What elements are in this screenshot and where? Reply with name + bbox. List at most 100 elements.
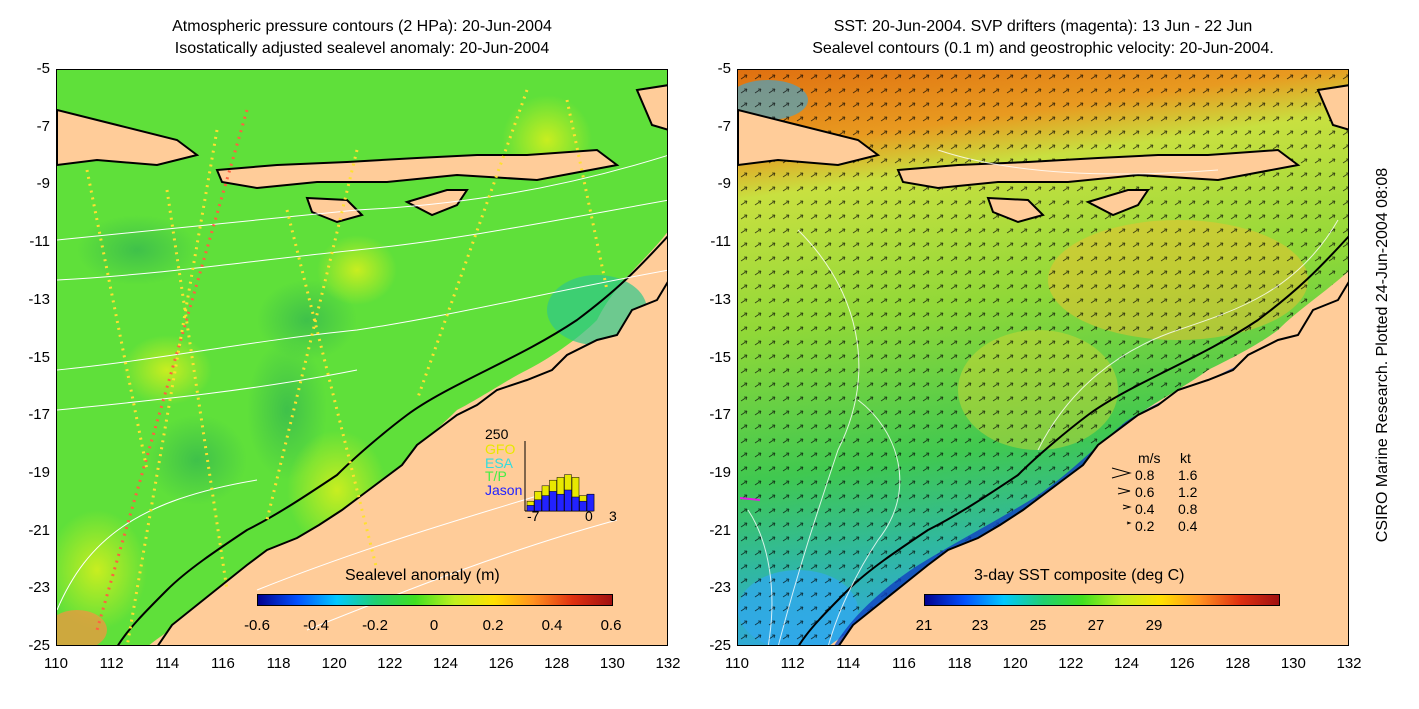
x-tick-label: 132 [655,655,681,672]
y-tick-label: -7 [717,117,731,135]
y-tick-label: -5 [717,60,731,77]
plot-credit: CSIRO Marine Research. Plotted 24-Jun-20… [1374,167,1391,543]
sealevel-cb-tick: 0.2 [482,617,504,634]
vector-legend-ms: 0.4 [1135,501,1155,517]
inset-bar-jason [579,500,587,512]
x-tick-label: 120 [1002,655,1028,672]
sealevel-cb-tick: -0.6 [244,617,270,634]
left-title-line2: Isostatically adjusted sealevel anomaly:… [174,40,550,57]
sst-cb-tick: 23 [971,617,989,634]
x-tick-label: 112 [99,655,124,672]
y-tick-label: -9 [717,175,731,193]
inset-legend-jason: Jason [485,482,523,498]
y-tick-label: -25 [709,637,731,654]
inset-bar-jason [564,489,572,512]
y-tick-label: -7 [36,117,50,135]
sealevel-cb-tick: 0.6 [600,617,622,634]
y-tick-label: -19 [709,463,731,481]
x-tick-label: 114 [836,655,861,672]
inset-bar-jason [571,496,580,512]
sst-colorbar-label: 3-day SST composite (deg C) [974,567,1185,584]
sst-cb-tick: 21 [915,617,933,634]
island-chain [896,148,1301,190]
sealevel-cb-tick: -0.2 [362,617,388,634]
inset-xtick-m7: -7 [527,508,540,524]
y-tick-label: -17 [709,406,731,424]
island-north-east [635,84,667,131]
x-tick-label: 130 [599,655,625,672]
right-title-line2: Sealevel contours (0.1 m) and geostrophi… [812,40,1274,57]
y-tick-label: -21 [28,521,50,539]
island-north-east [1316,84,1348,131]
vector-legend-ms: 0.2 [1135,518,1155,534]
inset-bar-jason [526,505,535,512]
x-tick-label: 122 [377,655,403,672]
inset-legend-tp: T/P [485,468,507,484]
y-tick-label: -5 [36,60,50,77]
sealevel-colorbar [257,594,613,606]
y-tick-label: -11 [710,233,731,251]
sst-colorbar [924,594,1280,606]
sst-cb-tick: 29 [1145,617,1163,634]
sst-cb-tick: 27 [1087,617,1105,634]
y-tick-label: -17 [28,406,50,424]
x-tick-label: 118 [947,655,972,672]
sealevel-cb-tick: 0 [429,617,439,634]
inset-legend-gfo: GFO [485,441,516,457]
x-tick-label: 124 [432,655,458,672]
right-title-line1: SST: 20-Jun-2004. SVP drifters (magenta)… [833,18,1253,35]
x-tick-label: 116 [891,655,916,672]
y-tick-label: -9 [36,175,50,193]
x-tick-label: 132 [1336,655,1362,672]
y-tick-label: -19 [28,463,50,481]
sealevel-anomaly-map: 250 GFO ESA T/P Jason -7 0 3 Sealevel an… [56,69,668,646]
y-tick-label: -13 [709,290,731,308]
x-tick-label: 110 [44,655,68,672]
y-tick-label: -11 [29,233,50,251]
inset-xtick-0: 0 [585,508,593,524]
inset-legend-esa: ESA [485,455,514,471]
x-tick-label: 116 [210,655,235,672]
x-tick-label: 126 [1169,655,1195,672]
inset-bar-jason [586,493,595,512]
sst-map: m/s kt 0.8 1.6 0.6 1.2 0.4 0.8 0.2 0.4 3… [737,69,1349,646]
island-timor [1085,189,1150,217]
vector-legend-ms: 0.6 [1135,484,1155,500]
x-tick-label: 114 [155,655,180,672]
vector-legend-kt: 1.6 [1178,467,1198,483]
x-tick-label: 122 [1058,655,1084,672]
sealevel-colorbar-label: Sealevel anomaly (m) [345,567,500,584]
x-tick-label: 128 [544,655,570,672]
vector-legend-ms: 0.8 [1135,467,1155,483]
x-tick-label: 124 [1113,655,1139,672]
island-west [57,108,200,167]
australia-land [838,281,1348,645]
inset-bar-jason [534,499,542,512]
vector-legend-kt: 0.4 [1178,518,1198,534]
island-sumba [986,196,1045,224]
inset-bar-jason [541,495,550,512]
y-tick-label: -15 [28,348,50,366]
inset-top-value: 250 [485,426,509,442]
y-tick-label: -13 [28,290,50,308]
inset-bar-jason [549,491,557,512]
vector-legend-kt: 1.2 [1178,484,1198,500]
island-west [738,108,881,167]
y-tick-label: -23 [28,579,50,597]
island-sumba [305,196,364,224]
x-tick-label: 112 [780,655,805,672]
y-tick-label: -23 [709,579,731,597]
y-tick-label: -25 [28,637,50,654]
vector-legend-header-ms: m/s [1138,450,1161,466]
x-tick-label: 110 [725,655,749,672]
svp-drifter-track [739,497,761,501]
australia-land [157,281,667,645]
x-tick-label: 126 [488,655,514,672]
sealevel-cb-tick: 0.4 [541,617,563,634]
x-tick-label: 120 [321,655,347,672]
y-tick-label: -21 [709,521,731,539]
y-tick-label: -15 [709,348,731,366]
inset-xtick-3: 3 [609,508,617,524]
inset-bar-jason [556,493,565,512]
left-title-line1: Atmospheric pressure contours (2 HPa): 2… [172,18,552,35]
